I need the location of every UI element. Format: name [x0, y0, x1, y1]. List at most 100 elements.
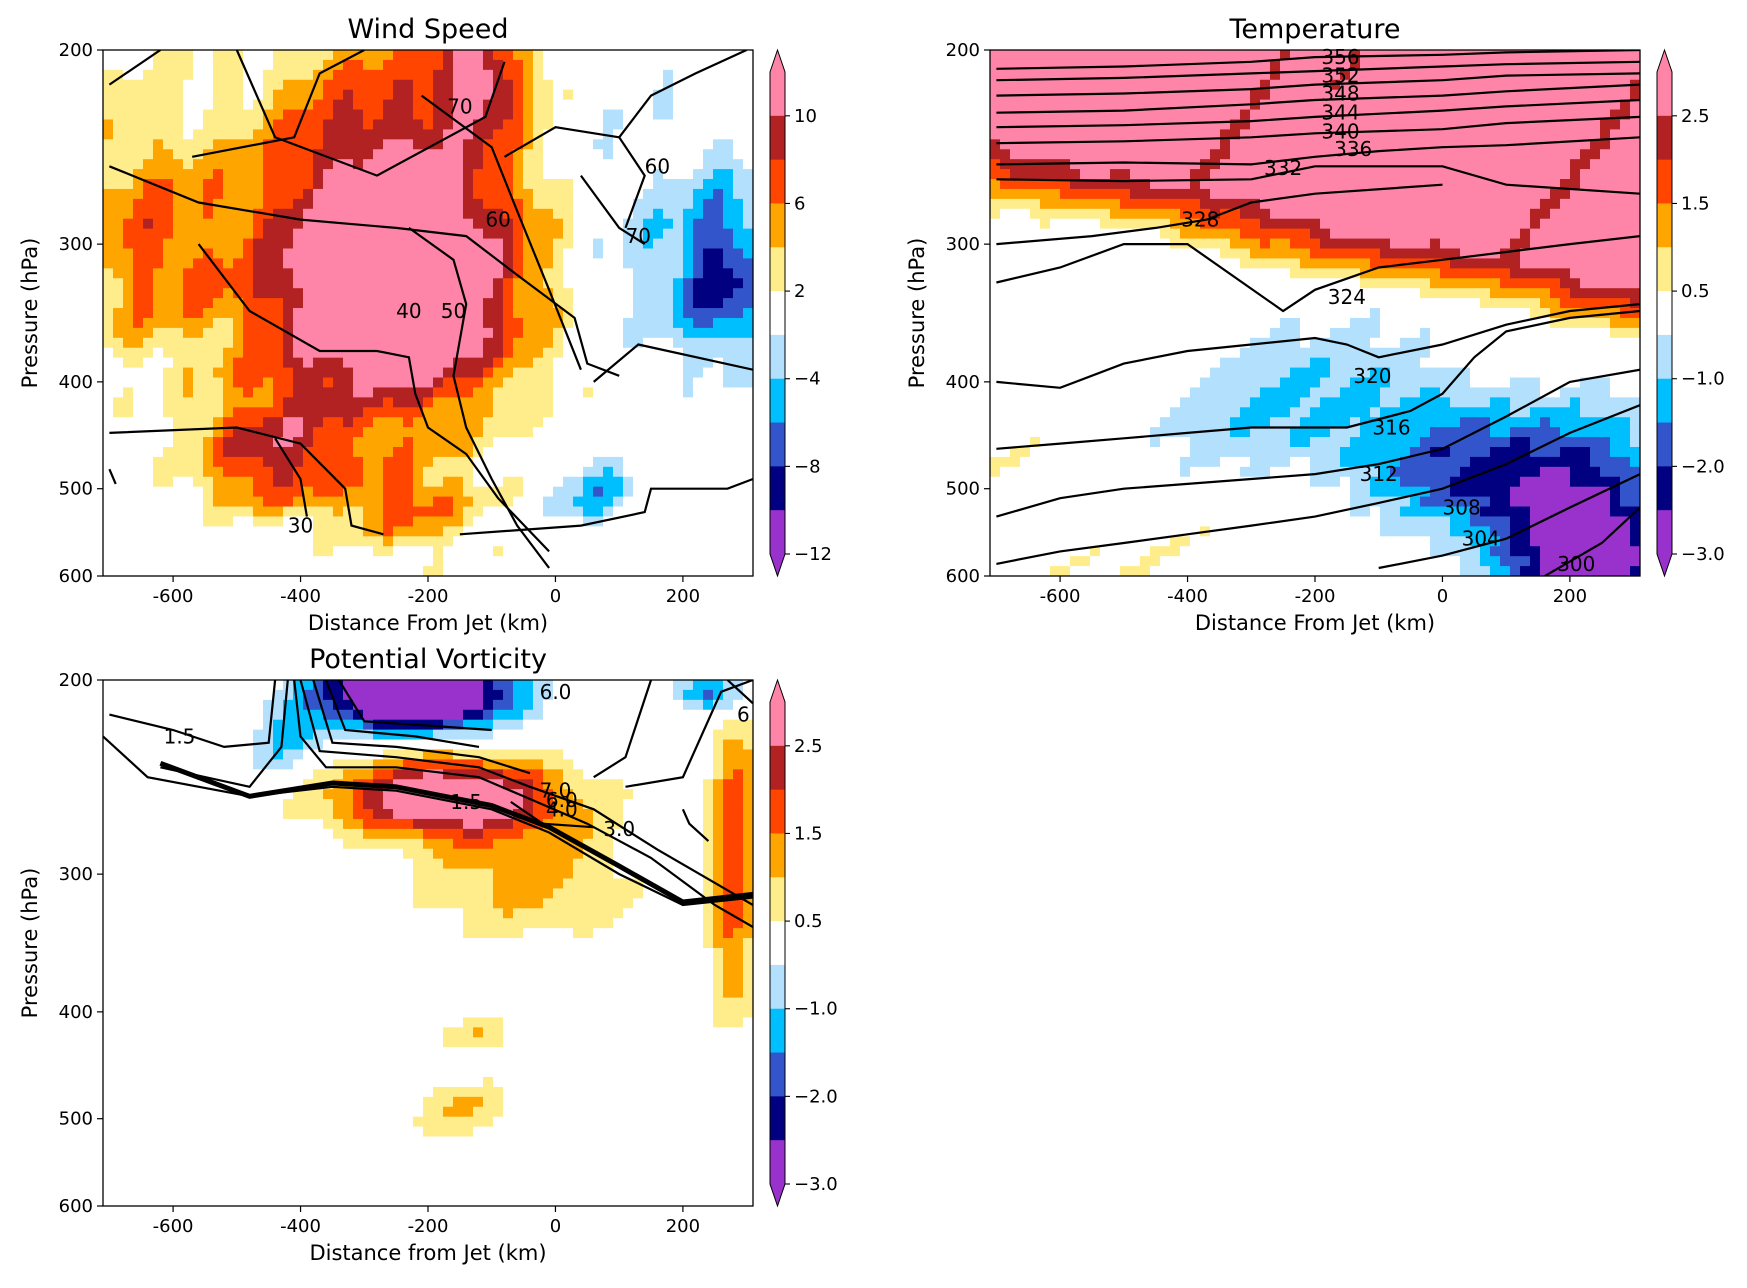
field-cell	[733, 298, 744, 309]
field-cell	[533, 437, 544, 448]
field-cell	[663, 476, 674, 488]
field-cell	[393, 288, 404, 299]
field-cell	[1040, 50, 1051, 61]
field-cell	[1170, 179, 1181, 190]
field-cell	[583, 476, 594, 488]
field-cell	[313, 417, 324, 428]
field-cell	[263, 516, 274, 527]
field-cell	[1180, 308, 1191, 319]
field-cell	[1110, 516, 1121, 527]
field-cell	[243, 387, 254, 398]
field-cell	[503, 367, 514, 379]
field-cell	[453, 496, 464, 508]
field-cell	[653, 159, 664, 170]
field-cell	[133, 536, 144, 547]
field-cell	[323, 367, 334, 379]
field-cell	[283, 169, 294, 180]
field-cell	[413, 308, 424, 319]
field-cell	[193, 526, 204, 537]
field-cell	[663, 278, 674, 289]
field-cell	[293, 179, 304, 190]
field-cell	[323, 149, 334, 160]
field-cell	[1140, 228, 1151, 240]
field-cell	[473, 456, 484, 468]
field-cell	[113, 109, 124, 121]
field-cell	[503, 476, 514, 488]
field-cell	[573, 308, 584, 319]
contour-label: 60	[485, 208, 510, 232]
field-cell	[743, 208, 753, 220]
field-cell	[593, 486, 604, 498]
field-cell	[990, 179, 1001, 190]
field-cell	[613, 407, 624, 418]
field-cell	[683, 119, 694, 130]
field-cell	[1100, 258, 1111, 269]
field-cell	[1190, 79, 1201, 91]
field-cell	[163, 466, 174, 478]
field-cell	[263, 129, 274, 140]
field-cell	[353, 387, 364, 398]
field-cell	[323, 119, 334, 130]
field-cell	[713, 79, 724, 91]
field-cell	[433, 357, 444, 369]
field-cell	[123, 446, 134, 458]
field-cell	[603, 278, 614, 289]
field-cell	[623, 456, 634, 468]
field-cell	[373, 298, 384, 309]
field-cell	[583, 278, 594, 289]
field-cell	[163, 397, 174, 408]
field-cell	[313, 347, 324, 359]
field-cell	[383, 50, 394, 61]
field-cell	[123, 377, 134, 389]
field-cell	[1220, 308, 1231, 319]
field-cell	[143, 258, 154, 269]
field-cell	[193, 357, 204, 369]
field-cell	[1130, 179, 1141, 190]
field-cell	[343, 238, 354, 250]
field-cell	[253, 377, 264, 389]
field-cell	[173, 466, 184, 478]
field-cell	[1030, 298, 1041, 309]
field-cell	[1080, 188, 1091, 200]
field-cell	[173, 486, 184, 498]
field-cell	[1150, 179, 1161, 190]
field-cell	[633, 248, 644, 260]
field-cell	[333, 308, 344, 319]
field-cell	[413, 417, 424, 428]
field-cell	[1130, 357, 1141, 369]
field-cell	[523, 476, 534, 488]
field-cell	[303, 357, 314, 369]
field-cell	[213, 377, 224, 389]
field-cell	[103, 99, 114, 111]
field-cell	[393, 59, 404, 71]
field-cell	[573, 516, 584, 527]
field-cell	[673, 407, 684, 418]
field-cell	[643, 258, 654, 269]
field-cell	[693, 367, 704, 379]
field-cell	[303, 496, 314, 508]
field-cell	[173, 218, 184, 230]
field-cell	[593, 377, 604, 389]
field-cell	[673, 437, 684, 448]
field-cell	[443, 317, 454, 329]
contour-line	[617, 50, 748, 229]
field-cell	[1070, 198, 1081, 210]
field-cell	[223, 179, 234, 190]
field-cell	[323, 546, 334, 557]
field-cell	[1090, 317, 1101, 329]
field-cell	[343, 129, 354, 140]
field-cell	[1060, 327, 1071, 339]
field-cell	[173, 536, 184, 547]
field-cell	[453, 69, 464, 81]
field-cell	[383, 367, 394, 379]
field-cell	[1120, 69, 1131, 81]
field-cell	[123, 198, 134, 210]
field-cell	[583, 546, 594, 557]
field-cell	[593, 506, 604, 518]
field-cell	[123, 109, 134, 121]
field-cell	[603, 188, 614, 200]
field-cell	[533, 357, 544, 369]
field-cell	[643, 546, 654, 557]
field-cell	[1240, 129, 1251, 140]
field-cell	[1100, 407, 1111, 418]
